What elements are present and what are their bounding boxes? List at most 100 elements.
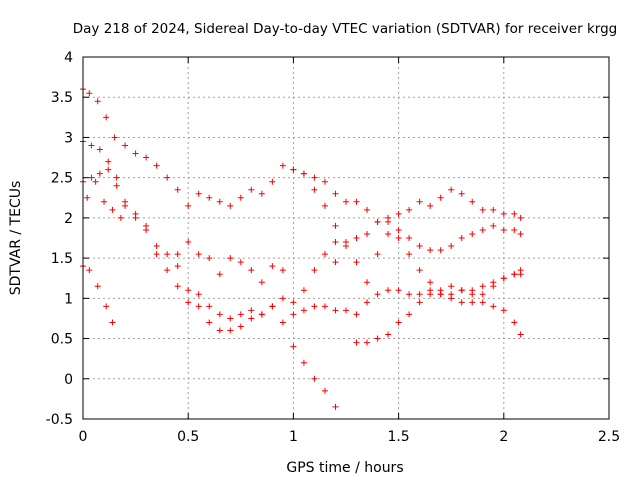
data-point — [206, 194, 213, 201]
data-point — [195, 303, 202, 310]
x-axis-ticks: 0 0.5 1 1.5 2 2.5 — [79, 57, 620, 445]
data-point — [101, 198, 108, 205]
data-point — [479, 299, 486, 306]
data-point — [511, 271, 518, 278]
data-points — [80, 86, 524, 410]
data-point — [269, 303, 276, 310]
data-point — [469, 230, 476, 237]
data-point — [174, 186, 181, 193]
data-point — [216, 311, 223, 318]
data-point — [416, 291, 423, 298]
data-point — [458, 299, 465, 306]
data-point — [269, 178, 276, 185]
data-point — [416, 198, 423, 205]
y-axis-label: SDTVAR / TECUs — [8, 181, 24, 296]
data-point — [427, 247, 434, 254]
data-point — [300, 170, 307, 177]
data-point — [364, 206, 371, 213]
data-point — [153, 251, 160, 258]
data-point — [511, 226, 518, 233]
data-point — [448, 291, 455, 298]
data-point — [406, 251, 413, 258]
data-point — [364, 230, 371, 237]
data-point — [490, 222, 497, 229]
data-point — [258, 190, 265, 197]
data-point — [406, 235, 413, 241]
data-point — [290, 166, 297, 173]
data-point — [416, 243, 423, 250]
data-point — [164, 251, 171, 258]
data-point — [248, 267, 255, 274]
data-point — [227, 202, 234, 209]
data-point — [174, 283, 181, 290]
data-point — [143, 154, 150, 161]
data-point — [216, 327, 223, 334]
data-point — [332, 259, 339, 266]
y-tick-label: 3 — [64, 130, 73, 146]
data-point — [206, 255, 213, 262]
data-point — [490, 206, 497, 213]
data-point — [153, 162, 160, 169]
data-point — [109, 319, 116, 326]
data-point — [311, 303, 318, 310]
y-tick-label: 0 — [64, 372, 73, 388]
data-point — [237, 323, 244, 330]
series-sat-9 — [353, 271, 524, 346]
data-point — [517, 230, 524, 237]
data-point — [511, 210, 518, 217]
data-point — [113, 174, 120, 181]
data-point — [248, 315, 255, 322]
data-point — [458, 190, 465, 197]
y-tick-label: 1.5 — [51, 251, 73, 267]
data-point — [490, 303, 497, 310]
data-point — [279, 295, 286, 302]
data-point — [500, 307, 507, 314]
data-point — [248, 307, 255, 314]
data-point — [290, 311, 297, 318]
data-point — [385, 230, 392, 237]
series-sat-1 — [80, 86, 524, 225]
data-point — [321, 202, 328, 209]
data-point — [353, 339, 360, 346]
series-sat-6 — [174, 239, 339, 306]
data-point — [500, 226, 507, 233]
data-point — [511, 319, 518, 326]
data-point — [395, 319, 402, 326]
data-point — [406, 206, 413, 213]
data-point — [86, 267, 93, 274]
y-tick-label: 2.5 — [51, 171, 73, 187]
data-point — [105, 166, 112, 173]
data-point — [311, 186, 318, 193]
data-point — [517, 271, 524, 278]
data-point — [343, 243, 349, 250]
data-point — [185, 287, 192, 294]
data-point — [458, 287, 465, 294]
y-tick-label: 4 — [64, 50, 73, 66]
data-point — [479, 283, 486, 290]
data-point — [321, 303, 328, 310]
data-point — [290, 299, 297, 306]
data-point — [258, 311, 265, 318]
data-point — [395, 287, 402, 294]
data-point — [332, 222, 339, 229]
data-point — [448, 243, 455, 250]
data-point — [132, 150, 139, 157]
data-point — [174, 251, 181, 258]
data-point — [84, 194, 91, 201]
data-point — [290, 343, 297, 350]
plot-frame — [82, 56, 610, 420]
data-point — [332, 190, 339, 197]
data-point — [427, 291, 434, 298]
data-point — [321, 251, 328, 258]
series-sat-5 — [84, 178, 124, 221]
data-point — [227, 327, 234, 334]
data-point — [385, 214, 392, 221]
series-sat-7 — [290, 166, 524, 286]
data-point — [143, 226, 150, 233]
data-point — [88, 174, 95, 181]
data-point — [500, 210, 507, 217]
data-point — [517, 214, 524, 221]
data-point — [311, 267, 318, 274]
data-point — [479, 291, 486, 298]
